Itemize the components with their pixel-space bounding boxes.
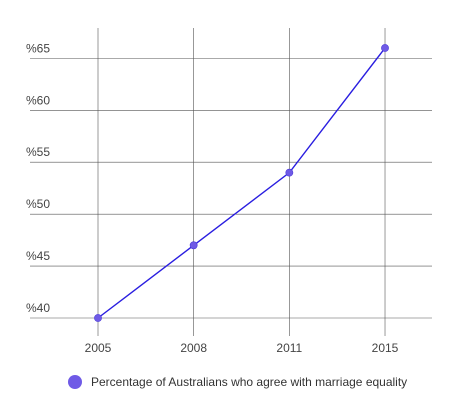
data-point — [381, 44, 389, 52]
x-tick-label: 2011 — [276, 341, 302, 355]
x-axis-tick-labels: 2005 2008 2011 2015 — [85, 341, 399, 355]
legend-swatch — [68, 375, 82, 389]
x-tick-label: 2015 — [372, 341, 399, 355]
y-axis-tick-labels: %40 %45 %50 %55 %60 %65 — [26, 41, 50, 315]
series-line — [97, 47, 386, 319]
data-point — [94, 314, 102, 322]
y-tick-label: %50 — [26, 197, 50, 211]
y-tick-label: %65 — [26, 41, 50, 55]
y-tick-label: %45 — [26, 249, 50, 263]
data-point — [189, 241, 198, 250]
data-point — [285, 168, 294, 177]
x-tick-label: 2005 — [85, 341, 112, 355]
x-tick-label: 2008 — [180, 341, 207, 355]
legend: Percentage of Australians who agree with… — [68, 372, 407, 392]
series-group — [94, 44, 389, 322]
y-tick-label: %40 — [26, 301, 50, 315]
legend-label: Percentage of Australians who agree with… — [91, 375, 408, 389]
y-gridlines — [30, 58, 432, 319]
y-tick-label: %55 — [26, 145, 50, 159]
y-tick-label: %60 — [26, 93, 50, 107]
x-gridlines — [97, 28, 386, 336]
